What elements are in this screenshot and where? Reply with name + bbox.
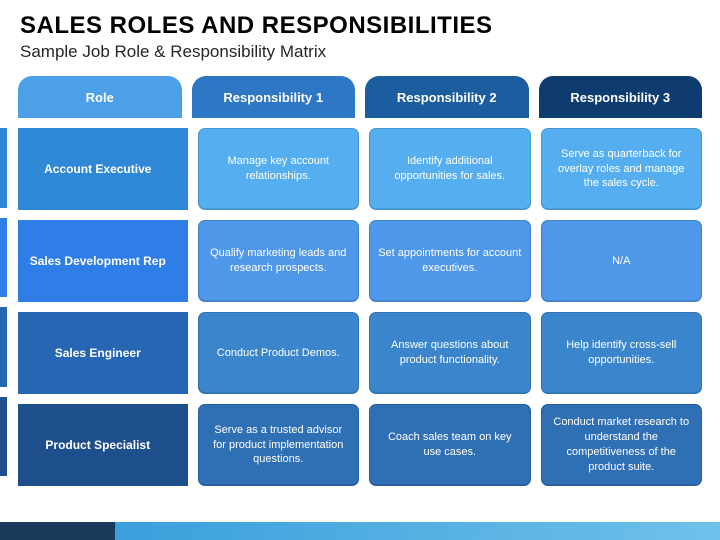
page-title: SALES ROLES AND RESPONSIBILITIES: [0, 0, 720, 42]
role-cell: Sales Development Rep: [18, 220, 188, 302]
wave-divider-icon: [174, 312, 198, 394]
role-cell: Sales Engineer: [18, 312, 188, 394]
matrix-row: Product Specialist Serve as a trusted ad…: [18, 404, 702, 486]
accent-seg: [0, 218, 7, 298]
header-role: Role: [18, 76, 182, 118]
resp-cell: Manage key account relationships.: [198, 128, 360, 210]
responsibility-matrix: Role Responsibility 1 Responsibility 2 R…: [0, 76, 720, 486]
resp-cell: Help identify cross-sell opportunities.: [541, 312, 703, 394]
role-label: Product Specialist: [45, 437, 150, 453]
role-label: Sales Development Rep: [30, 253, 166, 269]
wave-divider-icon: [174, 404, 198, 486]
resp-cell: Set appointments for account executives.: [369, 220, 531, 302]
accent-seg: [0, 128, 7, 208]
matrix-body: Account Executive Manage key account rel…: [18, 128, 702, 486]
wave-divider-icon: [174, 128, 198, 210]
role-cell: Account Executive: [18, 128, 188, 210]
resp-cell: Conduct market research to understand th…: [541, 404, 703, 486]
page-subtitle: Sample Job Role & Responsibility Matrix: [0, 42, 720, 76]
resp-cell: Conduct Product Demos.: [198, 312, 360, 394]
header-resp-3: Responsibility 3: [539, 76, 703, 118]
header-resp-1: Responsibility 1: [192, 76, 356, 118]
resp-cell: Serve as quarterback for overlay roles a…: [541, 128, 703, 210]
accent-seg: [0, 307, 7, 387]
matrix-header-row: Role Responsibility 1 Responsibility 2 R…: [18, 76, 702, 118]
wave-divider-icon: [174, 220, 198, 302]
resp-cell: Qualify marketing leads and research pro…: [198, 220, 360, 302]
footer-bar: [0, 522, 720, 540]
resp-cell: Answer questions about product functiona…: [369, 312, 531, 394]
matrix-row: Sales Engineer Conduct Product Demos. An…: [18, 312, 702, 394]
resp-cell: Serve as a trusted advisor for product i…: [198, 404, 360, 486]
role-label: Sales Engineer: [55, 345, 141, 361]
footer-left: [0, 522, 115, 540]
matrix-row: Sales Development Rep Qualify marketing …: [18, 220, 702, 302]
role-cell: Product Specialist: [18, 404, 188, 486]
header-resp-2: Responsibility 2: [365, 76, 529, 118]
role-label: Account Executive: [44, 161, 151, 177]
resp-cell: Coach sales team on key use cases.: [369, 404, 531, 486]
resp-cell: N/A: [541, 220, 703, 302]
resp-cell: Identify additional opportunities for sa…: [369, 128, 531, 210]
footer-right: [115, 522, 720, 540]
left-accent-bar: [0, 128, 7, 476]
matrix-row: Account Executive Manage key account rel…: [18, 128, 702, 210]
accent-seg: [0, 397, 7, 477]
